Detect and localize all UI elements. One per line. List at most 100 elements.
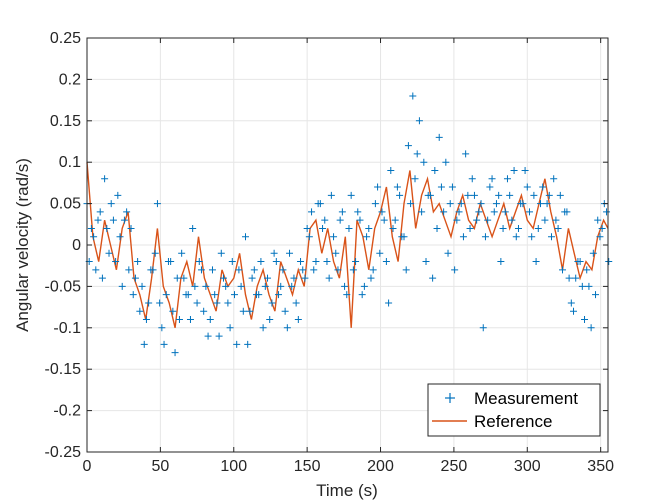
measurement-point — [497, 258, 505, 266]
measurement-point — [446, 200, 454, 208]
measurement-point — [592, 291, 600, 299]
measurement-point — [281, 307, 289, 315]
measurement-point — [332, 249, 340, 257]
measurement-point — [345, 224, 353, 232]
measurement-point — [343, 291, 351, 299]
measurement-point — [486, 183, 494, 191]
measurement-point — [316, 200, 324, 208]
measurement-point — [554, 224, 562, 232]
measurement-point — [211, 291, 219, 299]
measurement-point — [162, 291, 170, 299]
measurement-point — [246, 307, 254, 315]
measurement-point — [175, 316, 183, 324]
measurement-point — [105, 249, 113, 257]
legend-box — [427, 383, 601, 437]
measurement-point — [519, 200, 527, 208]
measurement-point — [109, 216, 117, 224]
measurement-point — [499, 224, 507, 232]
measurement-point — [217, 249, 225, 257]
measurement-point — [389, 224, 397, 232]
y-tick-label: -0.1 — [53, 320, 81, 337]
measurement-point — [248, 274, 256, 282]
measurement-point — [440, 208, 448, 216]
measurement-point — [376, 249, 384, 257]
measurement-point — [352, 258, 360, 266]
measurement-point — [589, 249, 597, 257]
measurement-point — [477, 200, 485, 208]
measurement-point — [259, 324, 267, 332]
measurement-point — [492, 200, 500, 208]
measurement-point — [378, 208, 386, 216]
measurement-point — [435, 133, 443, 141]
x-tick-label: 350 — [587, 458, 614, 475]
measurement-point — [358, 291, 366, 299]
measurement-point — [479, 324, 487, 332]
measurement-point — [488, 175, 496, 183]
measurement-point — [459, 233, 467, 241]
measurement-point — [455, 208, 463, 216]
measurement-point — [160, 340, 168, 348]
measurement-point — [466, 224, 474, 232]
measurement-point — [129, 291, 137, 299]
measurement-point — [596, 233, 604, 241]
y-tick-label: 0.05 — [50, 196, 81, 213]
measurement-point — [393, 183, 401, 191]
measurement-point — [96, 208, 104, 216]
measurement-point — [112, 258, 120, 266]
measurement-point — [118, 282, 126, 290]
measurement-point — [530, 191, 538, 199]
measurement-point — [387, 166, 395, 174]
measurement-point — [583, 266, 591, 274]
measurement-point — [457, 200, 465, 208]
measurement-point — [184, 291, 192, 299]
measurement-point — [453, 216, 461, 224]
measurement-point — [541, 216, 549, 224]
measurement-point — [437, 183, 445, 191]
measurement-point — [536, 200, 544, 208]
y-tick-label: 0.2 — [59, 71, 81, 88]
measurement-point — [193, 299, 201, 307]
measurement-point — [255, 291, 263, 299]
y-tick-label: -0.05 — [45, 278, 82, 295]
measurement-point — [149, 266, 157, 274]
legend: Measurement Reference — [427, 383, 601, 437]
measurement-point — [266, 316, 274, 324]
measurement-point — [369, 266, 377, 274]
measurement-point — [396, 191, 404, 199]
measurement-point — [470, 191, 478, 199]
measurement-point — [242, 233, 250, 241]
y-tick-label: -0.2 — [53, 403, 81, 420]
measurement-point — [272, 258, 280, 266]
measurement-point — [171, 349, 179, 357]
measurement-series — [83, 92, 613, 357]
measurement-point — [426, 191, 434, 199]
measurement-point — [356, 216, 364, 224]
measurement-point — [422, 258, 430, 266]
measurement-point — [429, 274, 437, 282]
measurement-point — [290, 274, 298, 282]
measurement-point — [503, 175, 511, 183]
y-axis-ticks: -0.25 -0.2 -0.15 -0.1 -0.05 0 0.05 0.1 0.15 0.2 0.… — [45, 30, 608, 461]
measurement-point — [228, 258, 236, 266]
measurement-point — [521, 166, 529, 174]
measurement-point — [101, 175, 109, 183]
measurement-point — [261, 282, 269, 290]
measurement-point — [145, 299, 153, 307]
measurement-point — [578, 282, 586, 290]
measurement-point — [136, 307, 144, 315]
measurement-point — [347, 191, 355, 199]
measurement-point — [585, 282, 593, 290]
measurement-point — [475, 208, 483, 216]
measurement-point — [244, 340, 252, 348]
measurement-point — [127, 224, 135, 232]
measurement-point — [186, 316, 194, 324]
measurement-point — [321, 216, 329, 224]
measurement-point — [224, 299, 232, 307]
measurement-point — [473, 216, 481, 224]
measurement-point — [94, 216, 102, 224]
measurement-point — [208, 266, 216, 274]
measurement-point — [550, 175, 558, 183]
x-tick-label: 300 — [514, 458, 541, 475]
measurement-point — [570, 307, 578, 315]
measurement-point — [92, 266, 100, 274]
